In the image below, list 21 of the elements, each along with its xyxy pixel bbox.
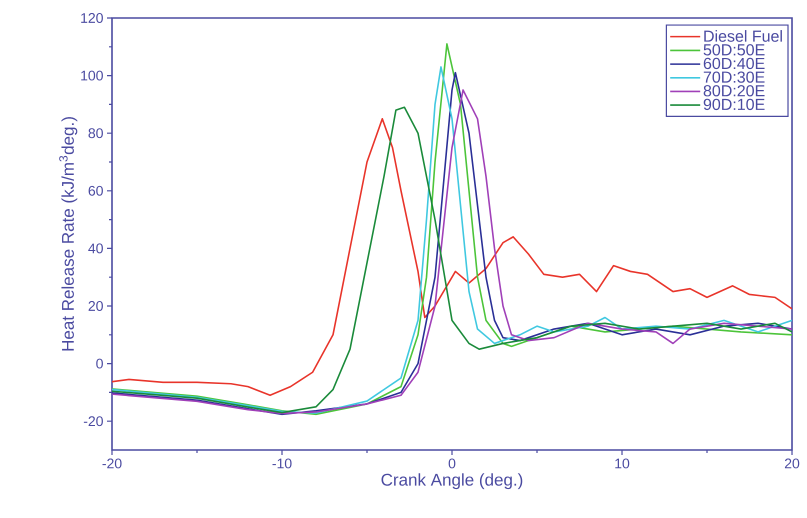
y-tick-label: -20 [84,416,103,426]
legend-label: 50D:50E [704,44,765,56]
x-tick-label: 10 [615,458,630,468]
legend-label: 80D:20E [704,85,765,96]
x-tick-label: 20 [784,458,800,468]
x-tick-label: 0 [448,458,456,468]
y-tick-label: 80 [88,128,103,138]
y-tick-label: 100 [81,70,103,81]
y-tick-label: 60 [88,186,103,196]
legend-label: Diesel Fuel [704,30,782,42]
y-tick-label: 20 [88,301,103,311]
x-tick-label: -20 [102,458,122,468]
x-axis-title: Crank Angle (deg.) [382,473,522,490]
y-tick-label: 40 [88,243,103,254]
legend-label: 90D:10E [704,98,765,110]
y-tick-label: 0 [96,358,103,369]
legend-label: 60D:40E [704,58,765,70]
y-tick-label: 120 [81,13,103,23]
y-axis-title: Heat Release Rate (kJ/m$^{3}$deg.) [59,117,78,350]
legend-label: 70D:30E [704,71,765,83]
x-tick-label: -10 [272,458,292,468]
